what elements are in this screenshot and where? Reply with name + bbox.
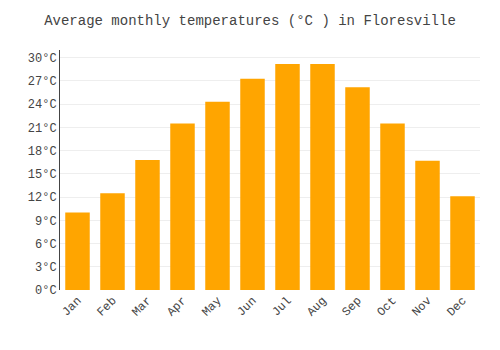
svg-text:Apr: Apr — [164, 294, 189, 319]
svg-text:18°C: 18°C — [28, 145, 57, 159]
svg-text:21°C: 21°C — [28, 122, 57, 136]
svg-text:12°C: 12°C — [28, 191, 57, 205]
svg-text:Feb: Feb — [94, 294, 119, 319]
svg-text:Dec: Dec — [444, 294, 469, 319]
svg-text:Jul: Jul — [269, 294, 294, 319]
svg-text:Nov: Nov — [409, 294, 434, 319]
svg-text:Average monthly temperatures (: Average monthly temperatures (°C ) in Fl… — [44, 13, 456, 29]
svg-text:May: May — [199, 294, 224, 319]
svg-text:9°C: 9°C — [35, 215, 57, 229]
svg-text:3°C: 3°C — [35, 261, 57, 275]
svg-text:Sep: Sep — [339, 294, 364, 319]
svg-text:0°C: 0°C — [35, 284, 57, 298]
svg-text:30°C: 30°C — [28, 52, 57, 66]
svg-text:Aug: Aug — [304, 294, 329, 319]
svg-text:27°C: 27°C — [28, 75, 57, 89]
svg-text:Jun: Jun — [234, 294, 259, 319]
svg-text:Jan: Jan — [59, 294, 84, 319]
svg-text:6°C: 6°C — [35, 238, 57, 252]
svg-text:15°C: 15°C — [28, 168, 57, 182]
svg-text:Mar: Mar — [129, 294, 154, 319]
svg-text:Oct: Oct — [374, 294, 399, 319]
svg-text:24°C: 24°C — [28, 98, 57, 112]
